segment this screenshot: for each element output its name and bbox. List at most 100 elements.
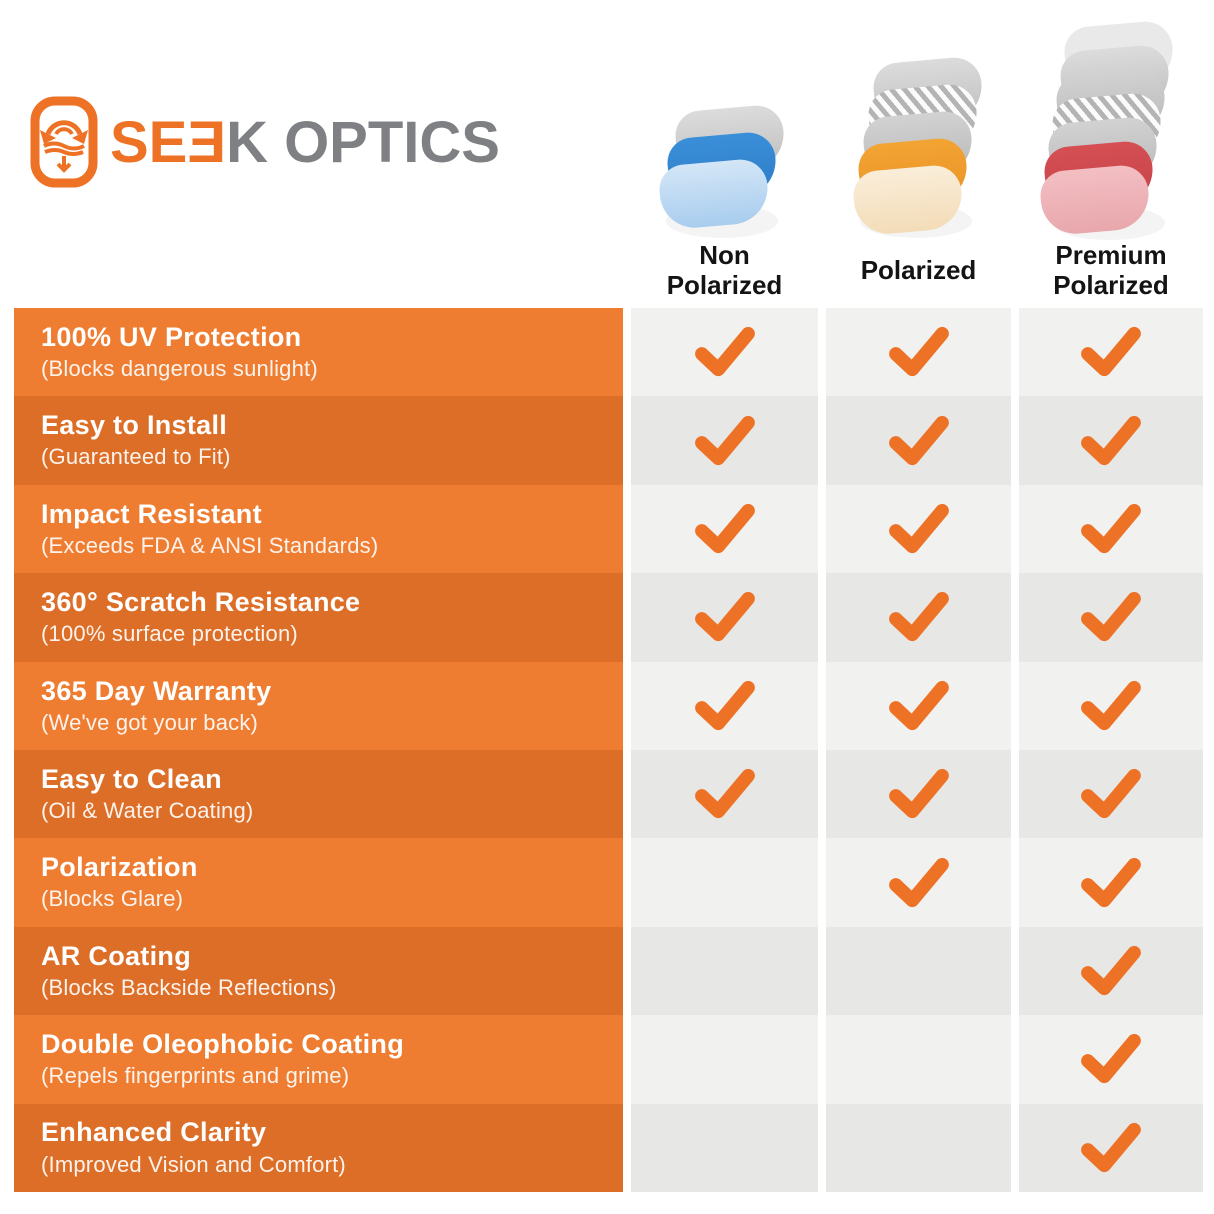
feature-title: AR Coating xyxy=(41,940,191,971)
checkmark-icon xyxy=(694,680,755,730)
check-cell-non-polarized xyxy=(631,1015,818,1104)
feature-title: 360° Scratch Resistance xyxy=(41,587,361,618)
feature-subtitle: (Blocks Glare) xyxy=(41,886,184,912)
checkmark-icon xyxy=(1081,769,1141,819)
check-cell-premium-polarized xyxy=(1019,396,1203,485)
table-row: Polarization (Blocks Glare) xyxy=(14,838,1203,927)
check-cell-polarized xyxy=(826,661,1011,750)
checkmark-icon xyxy=(888,592,949,642)
feature-title: 100% UV Protection xyxy=(41,321,302,352)
checkmark-icon xyxy=(694,769,755,819)
check-cell-premium-polarized xyxy=(1019,573,1203,662)
feature-cell: Double Oleophobic Coating (Repels finger… xyxy=(14,1015,623,1104)
checkmark-icon xyxy=(694,503,755,554)
feature-cell: Polarization (Blocks Glare) xyxy=(14,838,623,927)
checkmark-icon xyxy=(694,327,755,377)
checkmark-icon xyxy=(888,503,949,554)
checkmark-icon xyxy=(1081,680,1141,730)
feature-title: Enhanced Clarity xyxy=(41,1117,267,1148)
feature-cell: AR Coating (Blocks Backside Reflections) xyxy=(14,926,623,1016)
check-cell-premium-polarized xyxy=(1019,838,1203,927)
check-cell-polarized xyxy=(826,838,1011,927)
checkmark-icon xyxy=(1081,857,1141,907)
check-cell-premium-polarized xyxy=(1019,926,1203,1016)
check-cell-premium-polarized xyxy=(1019,308,1203,397)
checkmark-icon xyxy=(888,769,949,819)
check-cell-non-polarized xyxy=(631,838,818,927)
checkmark-icon xyxy=(1081,945,1141,996)
check-cell-polarized xyxy=(826,1103,1011,1192)
brand-wordmark-orange: SEƎ xyxy=(110,109,227,175)
table-row: 100% UV Protection (Blocks dangerous sun… xyxy=(14,308,1203,397)
feature-subtitle: (Exceeds FDA & ANSI Standards) xyxy=(41,532,379,558)
table-row: Easy to Clean (Oil & Water Coating) xyxy=(14,749,1203,839)
column-label-polarized: Polarized xyxy=(860,254,977,285)
checkmark-icon xyxy=(1081,1122,1141,1172)
check-cell-non-polarized xyxy=(631,484,818,574)
column-header-non-polarized: Non Polarized xyxy=(631,22,818,302)
brand-wordmark-gray: K OPTICS xyxy=(226,109,500,175)
checkmark-icon xyxy=(1081,1034,1141,1084)
column-header-premium-polarized: Premium Polarized xyxy=(1019,19,1203,302)
feature-title: Easy to Clean xyxy=(41,763,222,794)
checkmark-icon xyxy=(1081,592,1141,642)
check-cell-premium-polarized xyxy=(1019,1103,1203,1192)
check-cell-polarized xyxy=(826,1015,1011,1104)
table-row: Enhanced Clarity (Improved Vision and Co… xyxy=(14,1103,1203,1192)
feature-cell: Impact Resistant (Exceeds FDA & ANSI Sta… xyxy=(14,484,623,574)
lens-stack-premium-polarized xyxy=(1038,19,1181,240)
feature-cell: Easy to Install (Guaranteed to Fit) xyxy=(14,396,623,485)
feature-cell: 100% UV Protection (Blocks dangerous sun… xyxy=(14,308,623,397)
feature-subtitle: (100% surface protection) xyxy=(41,621,298,647)
check-cell-non-polarized xyxy=(631,661,818,750)
check-cell-non-polarized xyxy=(631,308,818,397)
feature-title: Impact Resistant xyxy=(41,498,262,529)
feature-title: Polarization xyxy=(41,852,198,883)
check-cell-non-polarized xyxy=(631,396,818,485)
checkmark-icon xyxy=(1081,415,1141,465)
column-label-non-polarized: Non Polarized xyxy=(666,239,783,300)
column-header-polarized: Polarized xyxy=(826,22,1011,302)
check-cell-polarized xyxy=(826,749,1011,839)
table-row: Impact Resistant (Exceeds FDA & ANSI Sta… xyxy=(14,484,1203,574)
feature-subtitle: (Blocks dangerous sunlight) xyxy=(41,356,318,382)
check-cell-premium-polarized xyxy=(1019,749,1203,839)
check-cell-polarized xyxy=(826,484,1011,574)
feature-title: 365 Day Warranty xyxy=(41,675,272,706)
lens-stack-polarized xyxy=(850,55,985,238)
table-row: 360° Scratch Resistance (100% surface pr… xyxy=(14,573,1203,662)
check-cell-non-polarized xyxy=(631,573,818,662)
brand-logo: SEƎK OPTICS xyxy=(30,96,500,188)
feature-subtitle: (Blocks Backside Reflections) xyxy=(41,974,337,1000)
feature-comparison-table: 100% UV Protection (Blocks dangerous sun… xyxy=(14,308,1203,1192)
table-row: Easy to Install (Guaranteed to Fit) xyxy=(14,396,1203,485)
checkmark-icon xyxy=(1081,327,1141,377)
checkmark-icon xyxy=(888,857,949,907)
feature-cell: Easy to Clean (Oil & Water Coating) xyxy=(14,749,623,839)
feature-cell: 360° Scratch Resistance (100% surface pr… xyxy=(14,573,623,662)
seek-optics-mask-icon xyxy=(30,96,98,188)
feature-subtitle: (Repels fingerprints and grime) xyxy=(41,1063,350,1089)
table-row: Double Oleophobic Coating (Repels finger… xyxy=(14,1015,1203,1104)
lens-type-header-row: Non Polarized Polarized xyxy=(631,19,1203,302)
checkmark-icon xyxy=(888,327,949,377)
check-cell-premium-polarized xyxy=(1019,1015,1203,1104)
table-row: AR Coating (Blocks Backside Reflections) xyxy=(14,926,1203,1016)
feature-subtitle: (Oil & Water Coating) xyxy=(41,797,254,823)
lens-stack-non-polarized xyxy=(656,103,790,238)
table-row: 365 Day Warranty (We've got your back) xyxy=(14,661,1203,750)
checkmark-icon xyxy=(1081,503,1141,554)
feature-cell: Enhanced Clarity (Improved Vision and Co… xyxy=(14,1103,623,1192)
check-cell-non-polarized xyxy=(631,926,818,1016)
feature-cell: 365 Day Warranty (We've got your back) xyxy=(14,661,623,750)
checkmark-icon xyxy=(694,592,755,642)
check-cell-non-polarized xyxy=(631,749,818,839)
check-cell-polarized xyxy=(826,573,1011,662)
check-cell-non-polarized xyxy=(631,1103,818,1192)
feature-title: Double Oleophobic Coating xyxy=(41,1029,404,1060)
check-cell-polarized xyxy=(826,926,1011,1016)
check-cell-premium-polarized xyxy=(1019,484,1203,574)
feature-subtitle: (We've got your back) xyxy=(41,709,259,735)
checkmark-icon xyxy=(888,680,949,730)
